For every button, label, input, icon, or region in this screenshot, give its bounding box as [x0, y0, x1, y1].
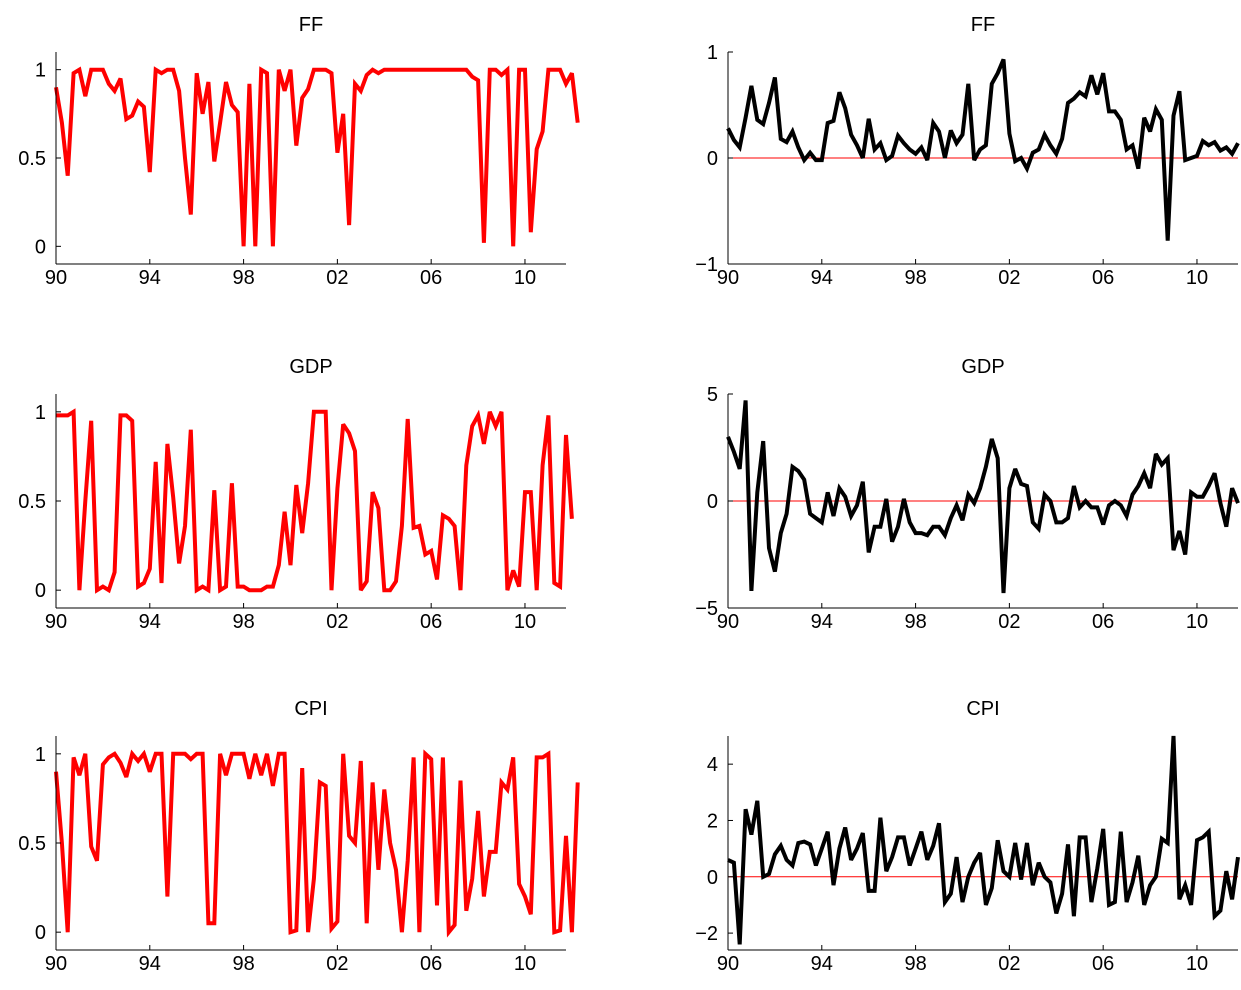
subplot-title: CPI: [966, 698, 999, 720]
y-tick-label: 1: [35, 744, 46, 766]
x-tick-label: 02: [998, 267, 1020, 289]
x-tick-label: 10: [1186, 953, 1208, 975]
x-tick-label: 98: [232, 953, 254, 975]
subplot-cpi-left: CPI 90 94 98 02 06 10 0 0.5 1: [18, 698, 580, 975]
x-tick-label: 10: [1186, 267, 1208, 289]
y-tick-label: −1: [695, 254, 718, 276]
series-line: [727, 735, 1240, 945]
subplot-title: GDP: [961, 356, 1004, 378]
y-tick-label: 4: [707, 754, 718, 776]
subplot-gdp-left: GDP 90 94 98 02 06 10 0 0.5 1: [18, 356, 574, 633]
x-tick-label: 10: [514, 267, 536, 289]
x-tick-label: 98: [232, 267, 254, 289]
x-tick-label: 02: [998, 953, 1020, 975]
y-tick-label: 0: [707, 148, 718, 170]
x-tick-label: 10: [1186, 611, 1208, 633]
subplot-title: CPI: [294, 698, 327, 720]
subplot-title: GDP: [289, 356, 332, 378]
x-tick-label: 94: [811, 953, 833, 975]
x-tick-label: 94: [139, 267, 161, 289]
x-tick-label: 06: [1092, 267, 1114, 289]
subplot-title: FF: [971, 14, 995, 36]
y-tick-label: −2: [695, 923, 718, 945]
x-tick-label: 94: [811, 611, 833, 633]
x-tick-label: 10: [514, 953, 536, 975]
series-line: [54, 749, 580, 938]
x-tick-label: 02: [326, 953, 348, 975]
x-tick-label: 90: [717, 611, 739, 633]
x-tick-label: 06: [420, 953, 442, 975]
x-tick-label: 90: [45, 953, 67, 975]
x-tick-label: 98: [904, 611, 926, 633]
y-tick-label: 0: [35, 922, 46, 944]
x-tick-label: 90: [717, 267, 739, 289]
x-tick-label: 06: [420, 267, 442, 289]
y-tick-label: 5: [707, 384, 718, 406]
series-line: [726, 400, 1240, 594]
x-tick-label: 98: [232, 611, 254, 633]
y-tick-label: 0.5: [18, 491, 46, 513]
x-tick-label: 94: [811, 267, 833, 289]
subplot-title: FF: [299, 14, 323, 36]
x-tick-label: 02: [326, 611, 348, 633]
y-tick-label: 0: [707, 867, 718, 889]
x-tick-label: 94: [139, 611, 161, 633]
x-tick-label: 90: [45, 267, 67, 289]
subplot-ff-left: FF 90 94 98 02 06 10 0 0.5 1: [18, 14, 580, 289]
y-tick-label: 0: [35, 580, 46, 602]
x-tick-label: 06: [1092, 953, 1114, 975]
x-tick-label: 90: [717, 953, 739, 975]
x-tick-label: 98: [904, 953, 926, 975]
x-tick-label: 06: [420, 611, 442, 633]
x-tick-label: 02: [998, 611, 1020, 633]
series-line: [726, 58, 1240, 241]
y-tick-label: 0.5: [18, 148, 46, 170]
y-tick-label: 2: [707, 810, 718, 832]
y-tick-label: 1: [35, 60, 46, 82]
y-tick-label: 0.5: [18, 833, 46, 855]
y-tick-label: 1: [707, 42, 718, 64]
x-tick-label: 02: [326, 267, 348, 289]
x-tick-label: 06: [1092, 611, 1114, 633]
y-tick-label: −5: [695, 598, 718, 620]
x-tick-label: 98: [904, 267, 926, 289]
subplot-gdp-right: GDP 90 94 98 02 06 10 −5 0 5: [695, 356, 1240, 633]
x-tick-label: 90: [45, 611, 67, 633]
series-line: [56, 408, 574, 594]
y-tick-label: 0: [35, 236, 46, 258]
series-line: [54, 65, 580, 247]
y-tick-label: 0: [707, 491, 718, 513]
subplot-ff-right: FF 90 94 98 02 06 10 −1 0 1: [695, 14, 1240, 289]
x-tick-label: 94: [139, 953, 161, 975]
y-tick-label: 1: [35, 402, 46, 424]
x-tick-label: 10: [514, 611, 536, 633]
